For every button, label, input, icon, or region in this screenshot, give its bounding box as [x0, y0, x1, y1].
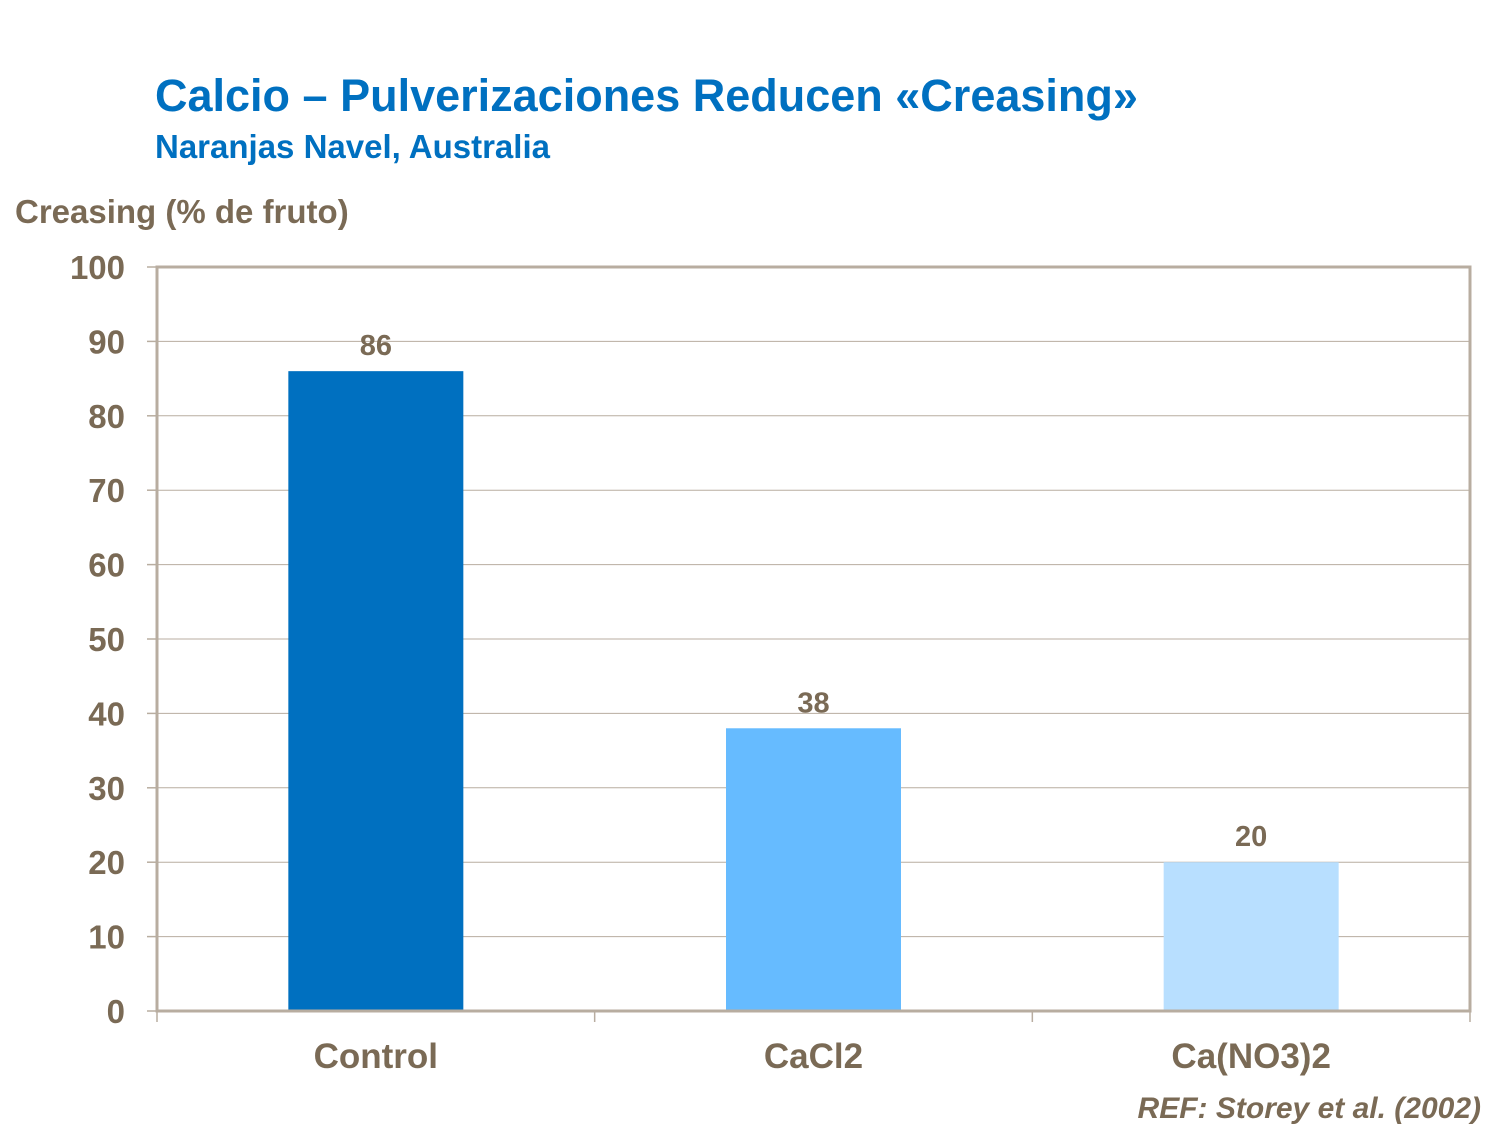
- chart-subtitle: Naranjas Navel, Australia: [155, 128, 550, 165]
- y-tick-label: 60: [88, 547, 125, 584]
- x-tick-label: CaCl2: [764, 1037, 863, 1076]
- bar-control: [288, 371, 464, 1011]
- y-tick-label: 90: [88, 323, 125, 360]
- y-tick-label: 70: [88, 472, 125, 509]
- plot-area-border: [155, 265, 1472, 1013]
- y-tick-label: 40: [88, 695, 125, 732]
- data-label: 86: [360, 330, 392, 362]
- y-tick-label: 100: [70, 249, 125, 286]
- y-tick-label: 10: [88, 919, 125, 956]
- y-tick-label: 80: [88, 398, 125, 435]
- chart-title: Calcio – Pulverizaciones Reducen «Creasi…: [155, 70, 1138, 121]
- y-tick-label: 30: [88, 770, 125, 807]
- y-axis-label: Creasing (% de fruto): [15, 193, 349, 230]
- reference-annotation: REF: Storey et al. (2002): [1137, 1092, 1481, 1125]
- x-tick-label: Control: [314, 1037, 438, 1076]
- data-label: 38: [797, 687, 829, 719]
- x-tick-label: Ca(NO3)2: [1171, 1037, 1330, 1076]
- y-tick-label: 0: [107, 993, 125, 1030]
- bar-ca-no3-2: [1163, 862, 1339, 1011]
- y-tick-label: 20: [88, 844, 125, 881]
- data-label: 20: [1235, 821, 1267, 853]
- y-tick-label: 50: [88, 621, 125, 658]
- bar-cacl2: [726, 728, 901, 1011]
